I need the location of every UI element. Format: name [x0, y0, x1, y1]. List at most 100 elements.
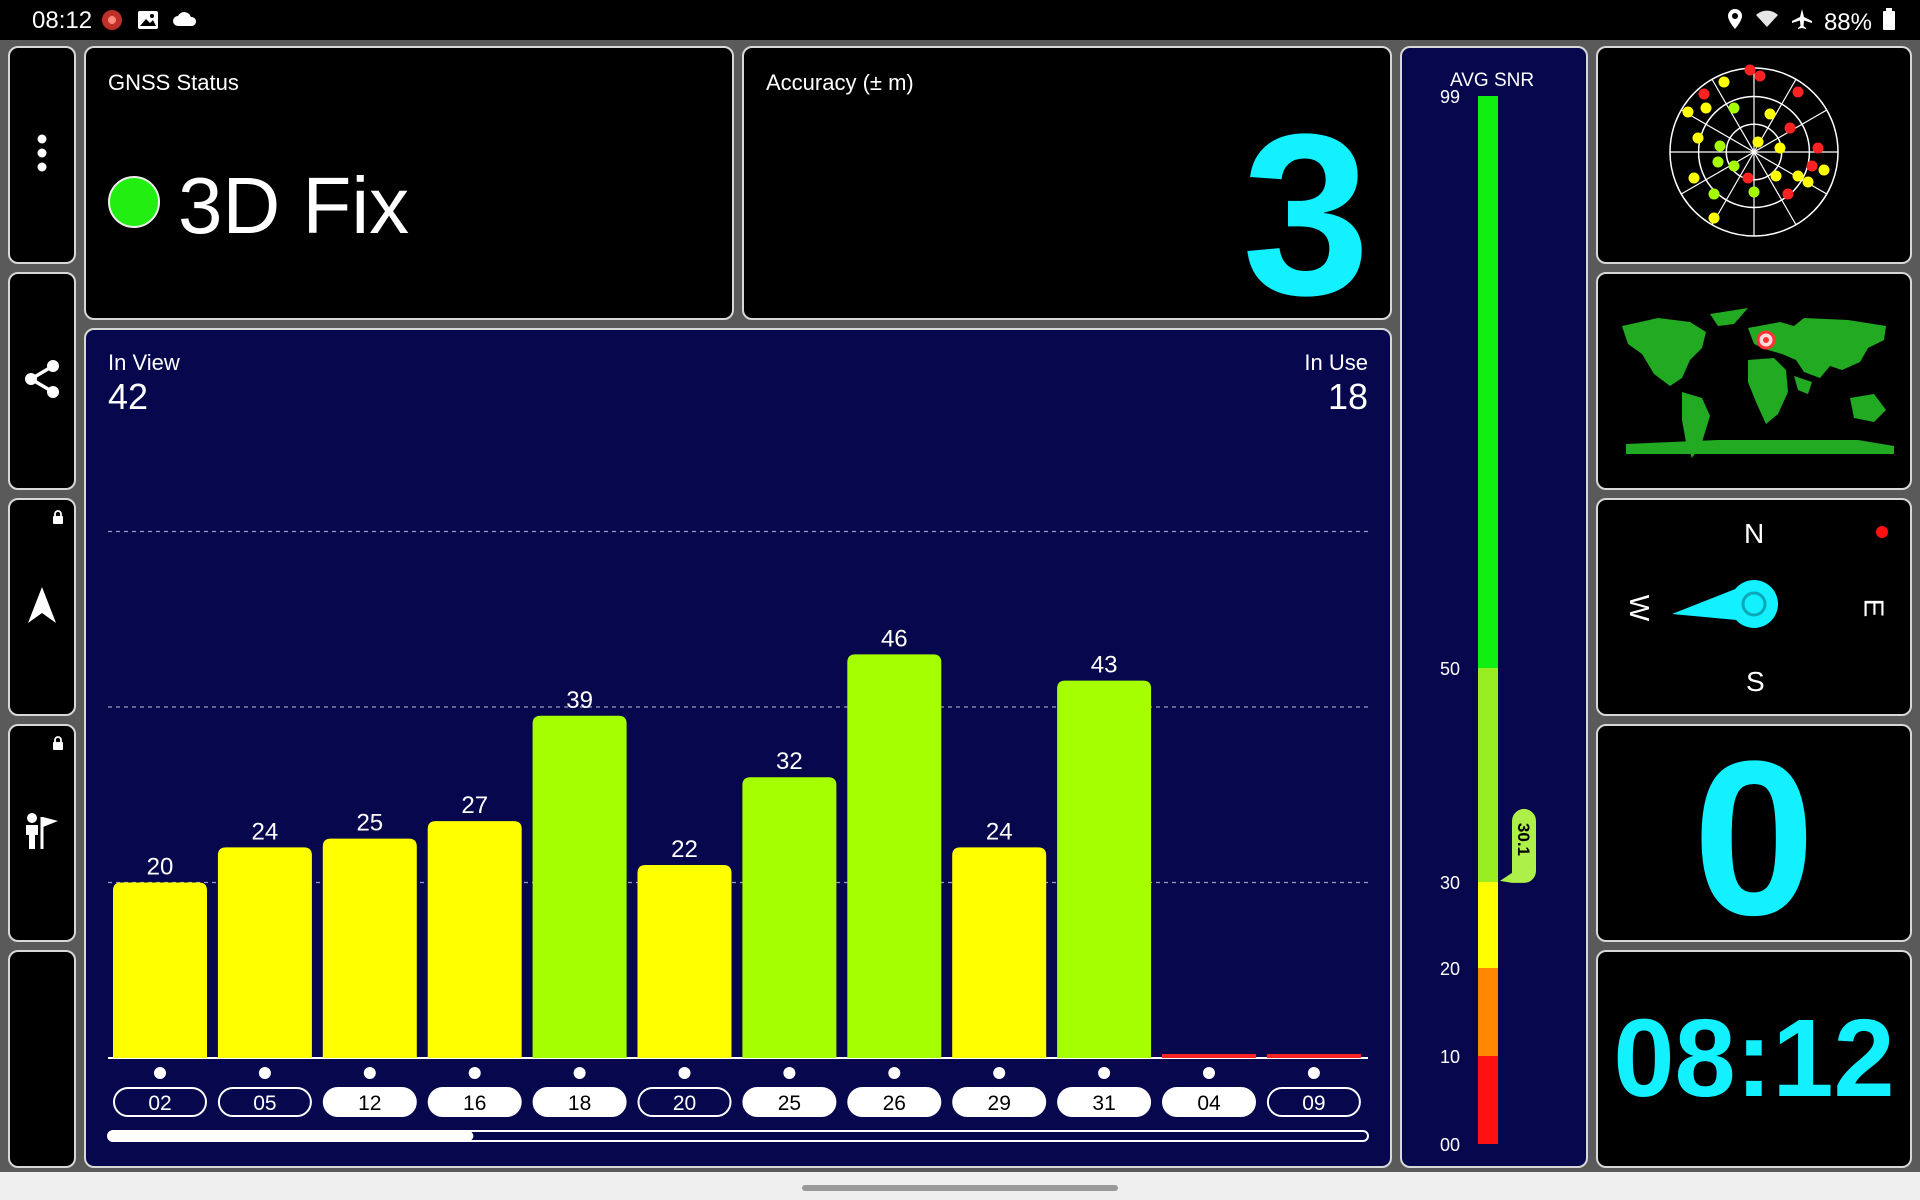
lock-icon	[52, 736, 64, 755]
compass-south: S	[1746, 666, 1765, 697]
satellite-dot	[468, 1067, 481, 1079]
battery-label: 88%	[1823, 8, 1872, 36]
bar-value-label: 32	[776, 748, 803, 775]
gallery-icon	[136, 8, 160, 37]
satellite-bar	[532, 715, 627, 1058]
airplane-icon	[1790, 7, 1814, 38]
snr-tick-label: 50	[1440, 659, 1460, 679]
satellite-id-pill[interactable]	[742, 1087, 837, 1117]
satellite-id-pill[interactable]	[952, 1087, 1047, 1117]
satellite-id-pill[interactable]	[322, 1087, 417, 1117]
clock-panel: 08:12	[1596, 950, 1912, 1168]
snr-band	[1478, 96, 1498, 668]
satellite-dot	[1203, 1067, 1215, 1079]
satellite-id-label: 12	[358, 1092, 381, 1115]
share-button[interactable]	[8, 272, 76, 490]
satellite-id-pill[interactable]	[113, 1087, 207, 1117]
satellite-id-pill[interactable]	[1162, 1087, 1256, 1117]
satellite-dot	[363, 1067, 376, 1079]
bar-value-label: 27	[461, 792, 488, 819]
person-flag-icon	[22, 811, 62, 856]
avg-snr-panel: AVG SNR 99 50 30 20 10 00 30.1	[1400, 46, 1588, 1168]
satellite-dot	[258, 1067, 271, 1079]
satellite-bar	[1266, 1054, 1361, 1058]
avg-snr-gauge: 99 50 30 20 10 00 30.1	[1440, 87, 1536, 1155]
snr-band	[1478, 1056, 1498, 1144]
world-map-panel[interactable]	[1596, 272, 1912, 490]
satellite-dot	[1098, 1067, 1111, 1079]
snr-tick-label: 00	[1440, 1135, 1460, 1155]
lock-icon	[52, 510, 64, 529]
navigate-button[interactable]	[8, 498, 76, 716]
cloud-icon	[172, 8, 198, 37]
snr-tick-label: 10	[1440, 1047, 1460, 1067]
snr-band	[1478, 882, 1498, 968]
bar-value-label: 22	[671, 836, 698, 863]
satellite-dot	[678, 1067, 691, 1079]
home-indicator[interactable]	[802, 1185, 1118, 1191]
satellite-bar	[742, 777, 837, 1058]
gnss-status-panel: GNSS Status 3D Fix	[84, 46, 734, 320]
gnss-status-label: GNSS Status	[108, 70, 239, 95]
compass-north: N	[1744, 518, 1765, 549]
chart-scrollbar-thumb[interactable]	[108, 1131, 474, 1141]
satellite-id-pill[interactable]	[427, 1087, 522, 1117]
satellite-id-label: 04	[1197, 1092, 1221, 1115]
status-time: 08:12	[32, 7, 93, 34]
satellite-bar	[637, 864, 732, 1058]
status-bar: 08:12 88%	[0, 0, 1920, 40]
satellite-dot	[993, 1067, 1006, 1079]
satellite-id-pill[interactable]	[847, 1087, 942, 1117]
snr-tick-label: 20	[1440, 959, 1460, 979]
satellite-snr-chart-panel[interactable]: In View 42 In Use 18 20 02 24 05 25 12 27 16 39 1…	[84, 328, 1392, 1168]
satellite-dot	[888, 1067, 901, 1079]
satellite-id-pill[interactable]	[532, 1087, 627, 1117]
satellite-bar	[1162, 1054, 1256, 1058]
share-icon	[23, 359, 61, 404]
satellite-bar	[952, 847, 1047, 1058]
bar-value-label: 24	[986, 818, 1013, 845]
speed-panel: 0	[1596, 724, 1912, 942]
satellite-id-pill[interactable]	[637, 1087, 732, 1117]
satellite-bar-chart: 20 02 24 05 25 12 27 16 39 18 22 20 32 25 46 26 24 29 43 31…	[107, 530, 1369, 1142]
satellite-id-label: 05	[253, 1092, 276, 1115]
fix-status-value: 3D Fix	[178, 161, 410, 250]
sky-plot-panel[interactable]	[1596, 46, 1912, 264]
satellite-id-label: 29	[988, 1092, 1011, 1115]
in-view-count: 42	[108, 376, 149, 417]
compass-status-dot	[1876, 526, 1888, 538]
satellite-bar	[113, 882, 207, 1058]
satellite-bar	[847, 654, 942, 1058]
bar-value-label: 39	[566, 687, 593, 714]
menu-button[interactable]	[8, 46, 76, 264]
compass-panel[interactable]: N S E W	[1596, 498, 1912, 716]
bar-value-label: 20	[147, 854, 174, 881]
avg-snr-value: 30.1	[1514, 823, 1533, 856]
satellite-id-label: 18	[568, 1092, 591, 1115]
in-view-label: In View	[108, 350, 180, 375]
night-mode-button[interactable]	[8, 950, 76, 1168]
satellite-id-pill[interactable]	[1266, 1087, 1361, 1117]
wifi-icon	[1754, 7, 1780, 38]
bar-value-label: 25	[356, 810, 383, 837]
snr-band	[1478, 668, 1498, 882]
compass-needle	[1672, 526, 1888, 628]
satellite-id-pill[interactable]	[217, 1087, 312, 1117]
satellite-id-pill[interactable]	[1057, 1087, 1152, 1117]
more-vert-icon	[35, 133, 49, 178]
notification-app-icon	[100, 8, 124, 37]
speed-value: 0	[1692, 724, 1816, 942]
satellite-id-label: 16	[463, 1092, 486, 1115]
clock-value: 08:12	[1613, 997, 1895, 1120]
location-icon	[1726, 7, 1744, 38]
bar-value-label: 24	[252, 818, 279, 845]
battery-icon	[1882, 7, 1896, 38]
waypoint-button[interactable]	[8, 724, 76, 942]
snr-tick-label: 99	[1440, 87, 1460, 107]
navigation-arrow-icon	[26, 585, 58, 630]
bar-value-label: 46	[881, 625, 908, 652]
in-use-count: 18	[1327, 376, 1368, 417]
avg-snr-label: AVG SNR	[1450, 70, 1535, 91]
satellite-dot	[154, 1067, 166, 1079]
satellite-dot	[573, 1067, 586, 1079]
